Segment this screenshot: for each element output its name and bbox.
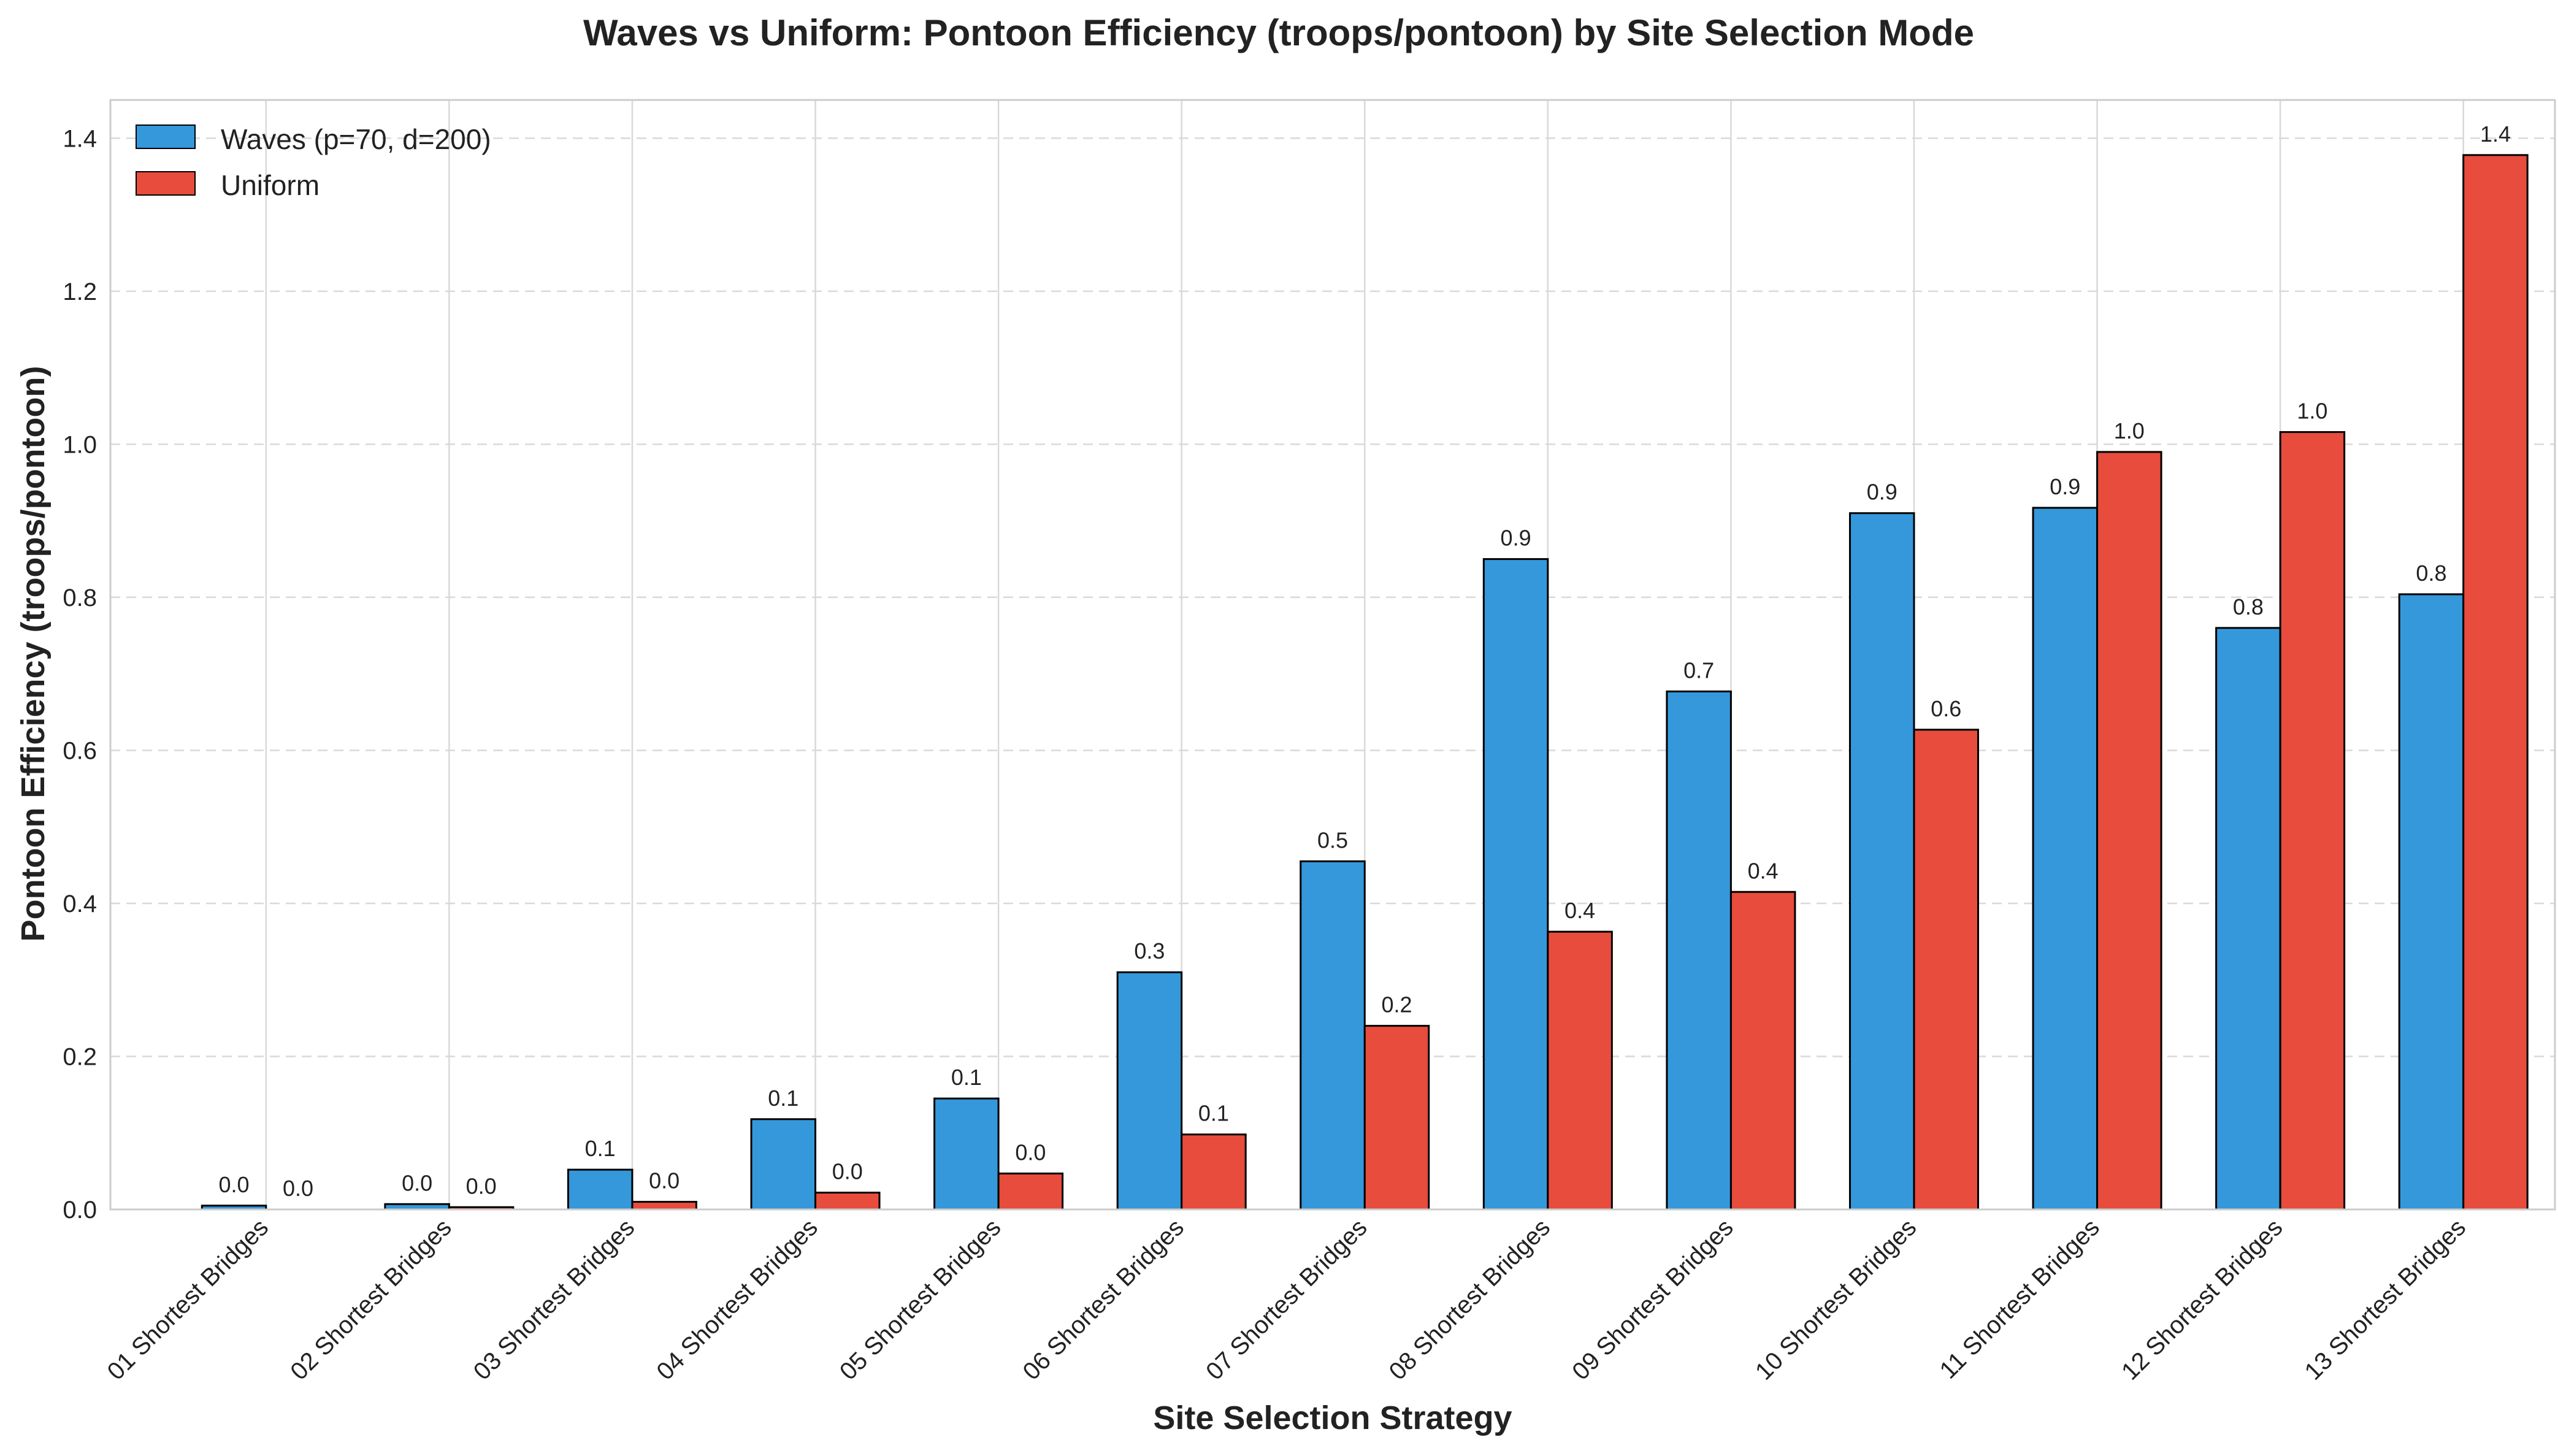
- bar-label-uniform: 0.1: [1198, 1101, 1229, 1126]
- bar-waves: [1300, 860, 1366, 1211]
- bar-label-uniform: 0.4: [1748, 858, 1779, 883]
- bars: [201, 154, 2529, 1211]
- bar-label-waves: 0.0: [402, 1170, 432, 1195]
- bar-waves: [567, 1168, 634, 1211]
- bar-label-uniform: 0.0: [1015, 1140, 1046, 1165]
- legend-swatch-uniform: [136, 171, 196, 196]
- bar-label-uniform: 0.2: [1381, 992, 1412, 1017]
- bar-uniform: [2279, 431, 2346, 1211]
- bar-uniform: [1181, 1133, 1247, 1211]
- bar-uniform: [2462, 154, 2529, 1211]
- bar-label-waves: 0.1: [585, 1136, 616, 1161]
- bar-waves: [1666, 690, 1732, 1211]
- bar-label-uniform: 1.0: [2114, 418, 2145, 443]
- bar-waves: [933, 1097, 1000, 1211]
- bar-uniform: [1363, 1025, 1430, 1211]
- bar-uniform: [814, 1192, 881, 1211]
- chart-title: Waves vs Uniform: Pontoon Efficiency (tr…: [583, 12, 1974, 53]
- legend-label-waves: Waves (p=70, d=200): [221, 123, 491, 155]
- x-axis-label: Site Selection Strategy: [1153, 1400, 1512, 1436]
- bar-waves: [1848, 512, 1915, 1211]
- y-tick-label: 0.6: [63, 737, 97, 764]
- bar-label-waves: 0.9: [1867, 480, 1897, 505]
- bar-label-uniform: 1.0: [2297, 398, 2327, 423]
- plot-frame: [109, 99, 2556, 1211]
- bar-waves: [750, 1118, 817, 1211]
- y-axis-label: Pontoon Efficiency (troops/pontoon): [15, 366, 52, 942]
- bar-label-uniform: 0.0: [832, 1159, 863, 1184]
- bar-label-waves: 0.8: [2233, 594, 2264, 619]
- bar-label-uniform: 0.0: [649, 1168, 680, 1194]
- bar-uniform: [2096, 451, 2162, 1211]
- bar-waves: [2215, 627, 2281, 1211]
- bar-label-waves: 0.1: [768, 1086, 798, 1111]
- legend-label-uniform: Uniform: [221, 169, 320, 201]
- bar-waves: [2398, 593, 2465, 1211]
- bar-uniform: [1729, 891, 1796, 1211]
- bar-label-uniform: 0.4: [1564, 898, 1595, 923]
- bar-label-uniform: 0.0: [466, 1173, 497, 1198]
- bar-label-uniform: 0.6: [1931, 696, 1961, 721]
- bar-waves: [1482, 558, 1549, 1211]
- bar-value-labels: 0.0 0.0 0.1 0.1 0.1 0.3 0.5 0.9 0.7 0.9 0.9 0.8 0.8 0…: [219, 121, 2511, 1201]
- bar-uniform: [1913, 729, 1979, 1211]
- bar-label-waves: 0.5: [1317, 827, 1348, 853]
- legend: Waves (p=70, d=200) Uniform: [136, 123, 491, 201]
- bar-uniform: [631, 1201, 697, 1211]
- bar-label-waves: 0.3: [1134, 938, 1165, 964]
- bar-label-waves: 0.0: [219, 1172, 250, 1197]
- y-tick-label: 0.4: [63, 891, 97, 918]
- y-tick-label: 0.0: [63, 1197, 97, 1224]
- bar-waves: [2032, 507, 2099, 1211]
- bar-label-uniform: 1.4: [2480, 121, 2511, 147]
- bar-label-waves: 0.7: [1683, 657, 1714, 683]
- y-tick-label: 1.4: [63, 125, 97, 152]
- legend-swatch-waves: [136, 125, 196, 149]
- bar-label-uniform: 0.0: [283, 1176, 313, 1201]
- y-tick-label: 1.2: [63, 278, 97, 305]
- bar-uniform: [997, 1172, 1064, 1211]
- bar-uniform: [1547, 930, 1613, 1211]
- bar-label-waves: 0.9: [1501, 526, 1531, 551]
- bar-label-waves: 0.9: [2050, 474, 2080, 499]
- bar-waves: [1116, 971, 1183, 1211]
- y-tick-label: 0.2: [63, 1043, 97, 1070]
- y-tick-label: 0.8: [63, 584, 97, 611]
- y-tick-label: 1.0: [63, 431, 97, 458]
- bar-label-waves: 0.1: [951, 1065, 982, 1090]
- bar-label-waves: 0.8: [2416, 561, 2446, 586]
